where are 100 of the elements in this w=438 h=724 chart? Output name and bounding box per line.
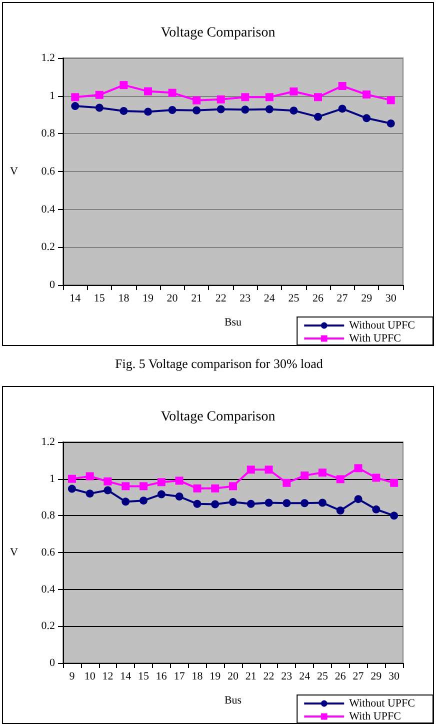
- point: [290, 106, 298, 115]
- point: [246, 466, 255, 474]
- point: [144, 108, 152, 116]
- point: [265, 93, 274, 102]
- point: [386, 96, 395, 104]
- point: [122, 498, 130, 506]
- point: [120, 81, 128, 90]
- point: [192, 106, 201, 114]
- x-axis-title: Bsu: [224, 316, 242, 328]
- point: [354, 495, 362, 504]
- x-tick-label: 17: [174, 670, 186, 682]
- point: [140, 482, 148, 490]
- point: [264, 498, 273, 507]
- point: [372, 505, 380, 514]
- caption: Fig. 5 Voltage comparison for 30% load: [114, 356, 324, 372]
- point: [193, 500, 202, 508]
- x-tick-label: 20: [166, 292, 178, 304]
- x-tick-label: 21: [191, 292, 202, 304]
- point: [71, 93, 80, 102]
- point: [390, 512, 398, 520]
- legend-label: Without UPFC: [349, 698, 416, 710]
- point: [318, 498, 326, 507]
- x-tick-label: 18: [192, 670, 204, 682]
- point: [229, 482, 237, 490]
- x-tick-label: 24: [299, 670, 311, 682]
- point: [338, 104, 346, 113]
- point: [216, 95, 225, 104]
- chart-title: Voltage Comparison: [160, 410, 276, 424]
- y-tick-label: 0.6: [41, 166, 56, 178]
- x-tick-label: 20: [228, 670, 239, 682]
- point: [140, 496, 148, 505]
- point: [282, 499, 291, 508]
- point: [86, 472, 94, 480]
- x-tick-label: 16: [156, 670, 168, 682]
- point: [282, 478, 291, 487]
- point: [144, 87, 152, 96]
- x-tick-label: 30: [385, 292, 397, 304]
- y-tick-label: 0.4: [41, 583, 56, 596]
- point: [338, 82, 346, 90]
- point: [71, 102, 80, 110]
- y-tick-label: 0.8: [41, 510, 56, 522]
- point: [86, 490, 94, 498]
- x-tick-label: 19: [142, 292, 154, 304]
- point: [290, 87, 298, 96]
- x-tick-label: 15: [94, 292, 106, 304]
- point: [318, 468, 326, 477]
- x-tick-label: 24: [264, 292, 276, 304]
- point: [300, 499, 309, 508]
- y-axis-title: V: [10, 166, 18, 178]
- x-tick-label: 9: [69, 670, 76, 682]
- point: [175, 476, 184, 485]
- point: [241, 93, 250, 102]
- y-tick-label: 1: [50, 472, 55, 485]
- legend-label: Without UPFC: [349, 320, 416, 332]
- point: [362, 114, 371, 122]
- y-tick-label: 0: [50, 657, 56, 669]
- point: [157, 490, 166, 498]
- point: [336, 475, 344, 484]
- x-tick-label: 27: [336, 292, 348, 304]
- x-tick-label: 19: [210, 670, 222, 682]
- point: [216, 105, 225, 114]
- y-tick-label: 1.2: [41, 436, 55, 448]
- y-tick-label: 0.2: [41, 620, 55, 632]
- point: [211, 500, 220, 508]
- x-tick-label: 29: [361, 292, 373, 304]
- x-tick-label: 15: [138, 670, 150, 682]
- x-axis-title: Bus: [224, 694, 242, 706]
- x-tick-label: 12: [102, 670, 114, 682]
- point: [68, 474, 76, 483]
- y-tick-label: 0.8: [41, 128, 56, 140]
- x-tick-label: 23: [281, 670, 293, 682]
- point: [246, 500, 255, 508]
- x-tick-label: 21: [245, 670, 256, 682]
- point: [104, 477, 112, 486]
- x-tick-label: 25: [316, 670, 328, 682]
- point: [314, 112, 322, 121]
- x-tick-label: 25: [288, 292, 300, 304]
- x-tick-label: 30: [388, 670, 400, 682]
- point: [104, 486, 112, 494]
- y-tick-label: 0: [50, 279, 56, 291]
- x-tick-label: 26: [334, 670, 346, 682]
- point: [211, 484, 220, 492]
- point: [354, 464, 362, 472]
- y-tick-label: 0.2: [41, 241, 55, 254]
- point: [336, 506, 344, 515]
- point: [192, 96, 201, 104]
- x-tick-label: 18: [118, 292, 130, 304]
- point: [157, 478, 166, 486]
- point: [168, 106, 176, 114]
- point: [68, 484, 76, 493]
- chart-title: Voltage Comparison: [160, 26, 276, 40]
- point: [241, 106, 250, 114]
- y-tick-label: 1: [50, 90, 55, 102]
- point: [372, 474, 380, 482]
- point: [390, 478, 398, 487]
- point: [264, 466, 273, 474]
- point: [175, 492, 184, 501]
- x-tick-label: 14: [70, 292, 82, 304]
- x-tick-label: 27: [352, 670, 364, 682]
- point: [168, 88, 176, 97]
